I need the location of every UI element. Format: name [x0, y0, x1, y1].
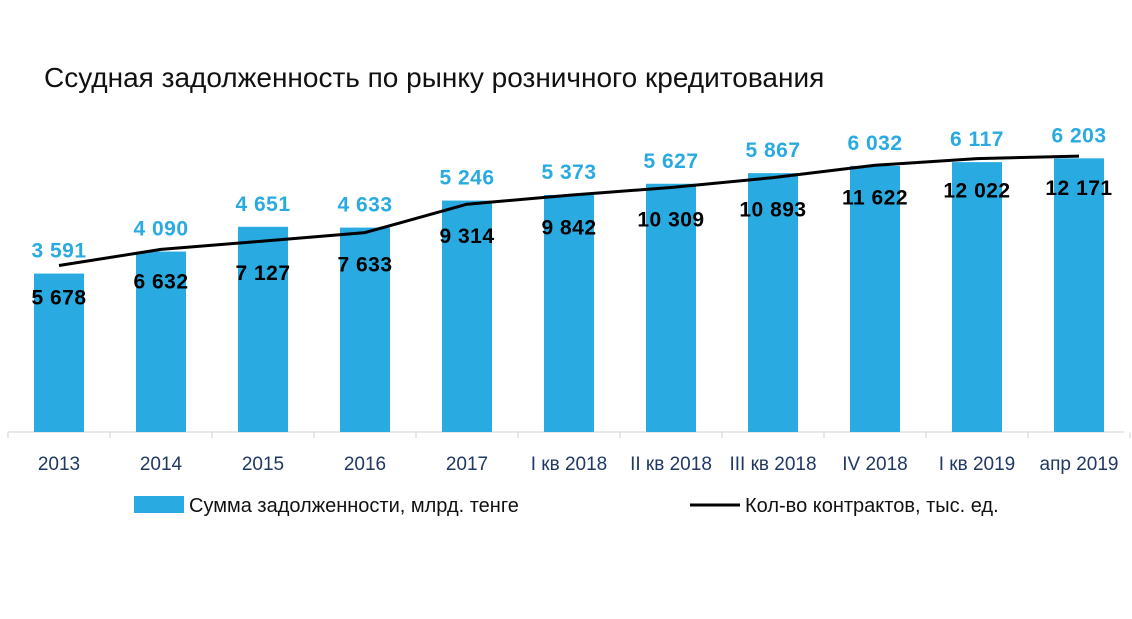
category-label: IV 2018 — [842, 454, 908, 475]
category-label: I кв 2019 — [939, 454, 1016, 475]
line-value-label: 11 622 — [842, 186, 908, 209]
line-value-label: 10 309 — [637, 208, 704, 231]
bar — [544, 194, 594, 432]
bar — [646, 183, 696, 432]
category-label: 2014 — [140, 454, 183, 475]
bar-value-label: 5 246 — [439, 167, 494, 190]
legend-label-bar: Сумма задолженности, млрд. тенге — [189, 495, 519, 517]
line-value-label: 12 022 — [943, 180, 1010, 203]
category-label: 2013 — [38, 454, 80, 475]
category-label: 2017 — [446, 454, 488, 475]
category-label: 2016 — [344, 454, 386, 475]
bar — [952, 162, 1002, 432]
legend-label-line: Кол-во контрактов, тыс. ед. — [745, 495, 999, 517]
bar — [1054, 158, 1104, 432]
bar-value-label: 3 591 — [31, 240, 86, 263]
bar — [136, 251, 186, 432]
bar-value-label: 6 032 — [847, 132, 902, 155]
bar-value-label: 4 651 — [235, 193, 290, 216]
bar-value-label: 5 373 — [541, 161, 596, 184]
line-value-label: 5 678 — [31, 287, 86, 310]
category-label: II кв 2018 — [630, 454, 712, 475]
line-value-label: 7 127 — [235, 262, 290, 285]
bar-value-label: 6 117 — [950, 128, 1004, 151]
category-label: I кв 2018 — [531, 454, 608, 475]
bar-value-label: 5 867 — [745, 139, 800, 162]
category-label: III кв 2018 — [729, 454, 816, 475]
chart-title: Ссудная задолженность по рынку розничног… — [44, 62, 825, 93]
bar-value-label: 4 090 — [133, 218, 188, 241]
line-value-label: 10 893 — [739, 199, 806, 222]
legend-swatch-bar — [134, 496, 184, 513]
line-value-label: 9 314 — [439, 225, 494, 248]
bar — [34, 273, 84, 432]
category-label: апр 2019 — [1040, 454, 1119, 475]
bar-value-label: 4 633 — [337, 194, 392, 217]
bar — [442, 200, 492, 432]
category-label: 2015 — [242, 454, 284, 475]
bar — [748, 173, 798, 433]
line-value-label: 6 632 — [133, 270, 188, 293]
line-value-label: 12 171 — [1045, 177, 1112, 200]
bar — [340, 227, 390, 432]
line-series — [58, 154, 1080, 267]
line-value-label: 9 842 — [541, 216, 596, 239]
bar-value-label: 5 627 — [643, 150, 698, 173]
bar-value-label: 6 203 — [1051, 124, 1106, 147]
bar — [850, 165, 900, 432]
line-value-label: 7 633 — [337, 254, 392, 277]
bar — [238, 226, 288, 432]
